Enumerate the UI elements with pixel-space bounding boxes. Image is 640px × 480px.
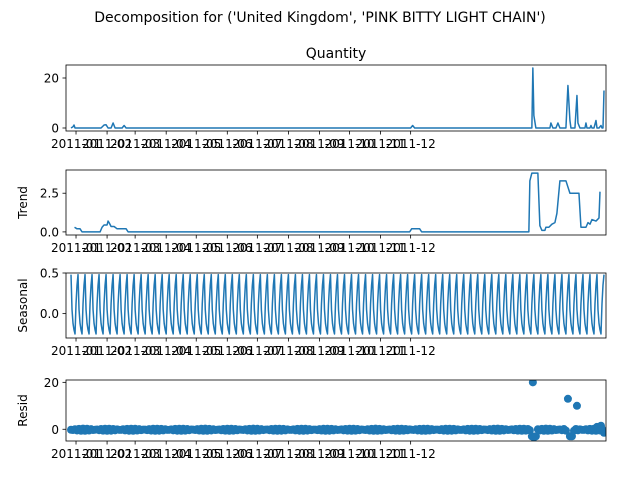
trend-xtick-label: 2011-11: [356, 241, 406, 255]
seasonal-xtick-label: 2011-09: [294, 344, 344, 358]
seasonal-xtick-label: 2011-05: [171, 344, 221, 358]
resid-xtick-label: 2011-11: [356, 447, 406, 461]
observed-data: [70, 67, 605, 129]
resid-xtick-label: 2011-04: [141, 447, 191, 461]
trend-axes-frame: [65, 169, 607, 236]
trend-data: [74, 172, 601, 233]
panel-observed: 0202011-012011-022011-032011-042011-0520…: [44, 46, 607, 151]
seasonal-xtick-label: 2011-07: [232, 344, 282, 358]
seasonal-y-axis-label: Seasonal: [16, 278, 30, 332]
resid-xtick-label: 2011-01: [51, 447, 101, 461]
observed-panel-title: Quantity: [306, 46, 367, 62]
trend-xtick-label: 2011-08: [263, 241, 313, 255]
panel-trend: 0.02.52011-012011-022011-032011-042011-0…: [16, 169, 607, 255]
observed-series-line: [70, 67, 605, 129]
resid-point: [531, 432, 540, 441]
resid-xtick-label: 2011-08: [263, 447, 313, 461]
observed-xtick-label: 2011-09: [294, 137, 344, 151]
resid-xtick-label: 2011-10: [324, 447, 374, 461]
seasonal-ytick-label: 0.0: [40, 307, 59, 321]
trend-xtick-label: 2011-03: [110, 241, 160, 255]
trend-xtick-label: 2011-06: [202, 241, 252, 255]
resid-point: [561, 426, 570, 435]
observed-xtick-label: 2011-02: [82, 137, 132, 151]
panel-resid: 0202011-012011-022011-032011-042011-0520…: [16, 376, 607, 461]
observed-xtick-label: 2011-04: [141, 137, 191, 151]
resid-axes-frame: [65, 379, 607, 442]
seasonal-axes-frame: [65, 272, 607, 339]
observed-ytick-label: 0: [51, 122, 59, 136]
trend-xtick-label: 2011-01: [51, 241, 101, 255]
panels: 0202011-012011-022011-032011-042011-0520…: [16, 46, 607, 461]
resid-xtick-label: 2011-03: [110, 447, 160, 461]
seasonal-xtick-label: 2011-01: [51, 344, 101, 358]
observed-xtick-label: 2011-10: [324, 137, 374, 151]
trend-xtick-label: 2011-07: [232, 241, 282, 255]
observed-xtick-label: 2011-11: [356, 137, 406, 151]
resid-point: [572, 401, 581, 410]
trend-ytick-label: 2.5: [40, 187, 59, 201]
observed-ytick-label: 20: [44, 72, 59, 86]
seasonal-ytick-label: 0.5: [40, 267, 59, 281]
trend-xtick-label: 2011-04: [141, 241, 191, 255]
seasonal-xtick-label: 2011-08: [263, 344, 313, 358]
resid-xtick-label: 2011-06: [202, 447, 252, 461]
seasonal-xtick-label: 2011-03: [110, 344, 160, 358]
figure-suptitle: Decomposition for ('United Kingdom', 'PI…: [94, 10, 546, 26]
trend-xtick-label: 2011-12: [386, 241, 436, 255]
observed-xtick-label: 2011-03: [110, 137, 160, 151]
trend-xtick-label: 2011-09: [294, 241, 344, 255]
resid-xtick-label: 2011-05: [171, 447, 221, 461]
resid-xtick-label: 2011-09: [294, 447, 344, 461]
trend-ytick-label: 0.0: [40, 225, 59, 239]
seasonal-xtick-label: 2011-12: [386, 344, 436, 358]
resid-point: [563, 394, 572, 403]
resid-point: [600, 428, 606, 437]
resid-ytick-label: 0: [51, 423, 59, 437]
observed-xtick-label: 2011-05: [171, 137, 221, 151]
panel-seasonal: 0.00.52011-012011-022011-032011-042011-0…: [16, 267, 607, 358]
observed-xtick-label: 2011-06: [202, 137, 252, 151]
trend-xtick-label: 2011-10: [324, 241, 374, 255]
trend-xtick-label: 2011-05: [171, 241, 221, 255]
seasonal-xtick-label: 2011-10: [324, 344, 374, 358]
seasonal-xtick-label: 2011-04: [141, 344, 191, 358]
resid-xtick-label: 2011-12: [386, 447, 436, 461]
seasonal-xtick-label: 2011-11: [356, 344, 406, 358]
seasonal-xtick-label: 2011-06: [202, 344, 252, 358]
resid-point: [525, 426, 534, 435]
seasonal-series-line: [70, 273, 605, 335]
observed-xtick-label: 2011-08: [263, 137, 313, 151]
resid-point: [528, 380, 537, 387]
resid-xtick-label: 2011-02: [82, 447, 132, 461]
resid-ytick-label: 20: [44, 376, 59, 390]
resid-xtick-label: 2011-07: [232, 447, 282, 461]
trend-y-axis-label: Trend: [16, 186, 30, 220]
trend-xtick-label: 2011-02: [82, 241, 132, 255]
observed-xtick-label: 2011-12: [386, 137, 436, 151]
observed-xtick-label: 2011-01: [51, 137, 101, 151]
trend-series-line: [74, 172, 601, 233]
observed-axes-frame: [65, 64, 607, 132]
observed-xtick-label: 2011-07: [232, 137, 282, 151]
resid-data: [67, 380, 606, 441]
seasonal-data: [70, 273, 605, 335]
resid-y-axis-label: Resid: [16, 394, 30, 426]
seasonal-xtick-label: 2011-02: [82, 344, 132, 358]
